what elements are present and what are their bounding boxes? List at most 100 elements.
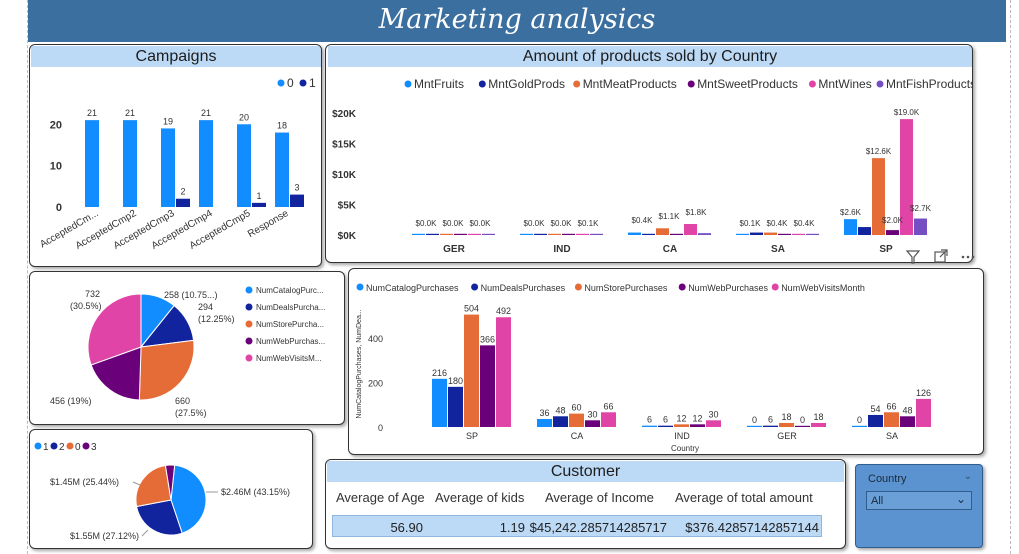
legend-item: NumWebPurchas... <box>256 337 325 346</box>
legend-item-NumStorePurchases: NumStorePurchases <box>584 283 668 293</box>
bar-NumCatalogPurchases-IND <box>642 425 657 427</box>
legend-item-MntMeatProducts: MntMeatProducts <box>583 77 677 91</box>
value-avg-kids: 1.19 <box>499 520 525 535</box>
y-tick-label: 0 <box>378 423 383 433</box>
data-label: 2 <box>180 187 185 197</box>
data-label: 294 <box>198 302 213 312</box>
data-label: (30.5%) <box>70 301 102 311</box>
x-tick-label: CA <box>571 431 584 441</box>
leader-line <box>132 481 141 486</box>
data-label: 366 <box>480 334 495 344</box>
y-tick-label: 200 <box>368 378 383 388</box>
bar-MntWines-SA <box>792 233 805 235</box>
legend-item-MntGoldProds-swatch <box>478 80 486 88</box>
purchases-by-country-card[interactable]: NumCatalogPurchases NumDealsPurchases NumS… <box>348 268 984 455</box>
legend-swatch <box>245 320 253 328</box>
x-tick-label: IND <box>553 244 570 255</box>
bar-MntFishProducts-SP <box>914 218 927 235</box>
chevron-down-icon[interactable]: ⌄ <box>963 471 972 482</box>
data-label: 54 <box>870 404 880 414</box>
bar-MntWines-CA <box>684 224 697 235</box>
focus-mode-icon[interactable] <box>934 249 948 263</box>
data-label: 258 (10.75...) <box>164 290 218 300</box>
legend-item-0: 0 <box>287 76 294 90</box>
x-tick-label: GER <box>777 431 797 441</box>
legend-item-NumStorePurchases-swatch <box>574 283 582 291</box>
legend-item: 1 <box>43 442 49 453</box>
more-options-icon[interactable] <box>961 255 975 259</box>
legend-item: NumStorePurcha... <box>256 320 324 329</box>
value-avg-income: $45,242.285714285717 <box>529 520 667 535</box>
bar-NumCatalogPurchases-SP <box>432 378 447 427</box>
legend-item-NumWebVisitsMonth: NumWebVisitsMonth <box>781 283 865 293</box>
legend-item-0-swatch <box>277 79 285 87</box>
purchase-channels-pie-card[interactable]: NumCatalogPurc... NumDealsPurcha... NumSto… <box>29 271 345 425</box>
legend-item-MntSweetProducts: MntSweetProducts <box>697 77 798 91</box>
legend-item-NumWebPurchases-swatch <box>678 283 686 291</box>
data-label: 66 <box>886 401 896 411</box>
bar-NumWebVisitsMonth-SP <box>496 317 511 427</box>
bar-MntWines-IND <box>576 233 589 235</box>
bar-MntSweetProducts-CA <box>670 233 683 235</box>
customer-title: Customer <box>327 461 844 482</box>
legend-item-MntFishProducts-swatch <box>876 80 884 88</box>
filter-icon[interactable] <box>905 250 921 264</box>
bar-0-2 <box>161 128 175 207</box>
page-title: Marketing analysics <box>28 0 1006 42</box>
income-pie-slice-2 <box>135 464 172 508</box>
bar-NumWebVisitsMonth-IND <box>706 420 721 427</box>
data-label: 18 <box>277 121 287 131</box>
bar-MntSweetProducts-IND <box>562 233 575 235</box>
x-tick-label: SP <box>879 244 893 255</box>
value-avg-total-amount: $376.42857142857144 <box>685 520 819 535</box>
bar-MntMeatProducts-GER <box>440 233 453 235</box>
bar-MntGoldProds-SP <box>858 227 871 235</box>
data-label: 12 <box>692 413 702 423</box>
data-label: 126 <box>916 388 931 398</box>
bar-NumWebVisitsMonth-SA <box>916 398 931 427</box>
bar-MntMeatProducts-SP <box>872 158 885 235</box>
purchase-pie-slice-3 <box>90 346 142 401</box>
bar-MntGoldProds-CA <box>642 233 655 235</box>
legend-item: 2 <box>59 442 65 453</box>
bar-MntFishProducts-SA <box>806 233 819 235</box>
legend-swatch <box>66 442 74 450</box>
products-by-country-card[interactable]: Amount of products sold by Country MntFr… <box>325 44 973 263</box>
data-label: 48 <box>555 405 565 415</box>
bar-NumDealsPurchases-CA <box>553 416 568 427</box>
legend-swatch <box>245 337 253 345</box>
data-label: $12.6K <box>866 147 892 156</box>
data-label: 660 <box>175 396 190 406</box>
legend-item-NumWebPurchases: NumWebPurchases <box>688 283 768 293</box>
legend-swatch <box>245 303 253 311</box>
header-avg-kids: Average of kids <box>435 490 525 505</box>
data-label: 3 <box>294 183 299 193</box>
country-slicer[interactable]: Country ⌄ All ⌄ <box>855 464 983 548</box>
legend-item-1: 1 <box>309 76 316 90</box>
slicer-dropdown[interactable]: All ⌄ <box>866 491 972 510</box>
data-label: 18 <box>781 412 791 422</box>
visual-header-toolbar <box>905 249 975 264</box>
bar-NumStorePurchases-SP <box>464 314 479 427</box>
data-label: 36 <box>539 408 549 418</box>
legend-item-NumDealsPurchases-swatch <box>471 283 479 291</box>
x-tick-label: SP <box>466 431 478 441</box>
bar-NumStorePurchases-GER <box>779 422 794 427</box>
legend-swatch <box>50 442 58 450</box>
data-label: 6 <box>647 415 652 425</box>
header-avg-total-amount: Average of total amount <box>675 490 813 505</box>
bar-MntFruits-SP <box>844 219 857 235</box>
legend-item-NumDealsPurchases: NumDealsPurchases <box>481 283 566 293</box>
campaigns-card[interactable]: Campaigns 0 1 0 10 20 21 AcceptedCm... 21 Accept… <box>29 44 322 267</box>
income-pie-card[interactable]: 1 2 0 3 $2.46M (43.15%) $1.55M (27.12%) $1.45M… <box>29 429 313 549</box>
bar-0-5 <box>275 132 289 207</box>
data-label: 0 <box>752 415 757 425</box>
data-label: 21 <box>125 108 135 118</box>
legend-item: NumDealsPurcha... <box>256 303 325 312</box>
data-label: $2.7K <box>910 204 932 213</box>
bar-0-4 <box>237 124 251 207</box>
data-label: 492 <box>496 306 511 316</box>
page-boundary <box>27 0 1011 554</box>
data-label: 504 <box>464 304 479 314</box>
customer-table-card[interactable]: Customer Average of Age Average of kids … <box>325 459 846 549</box>
